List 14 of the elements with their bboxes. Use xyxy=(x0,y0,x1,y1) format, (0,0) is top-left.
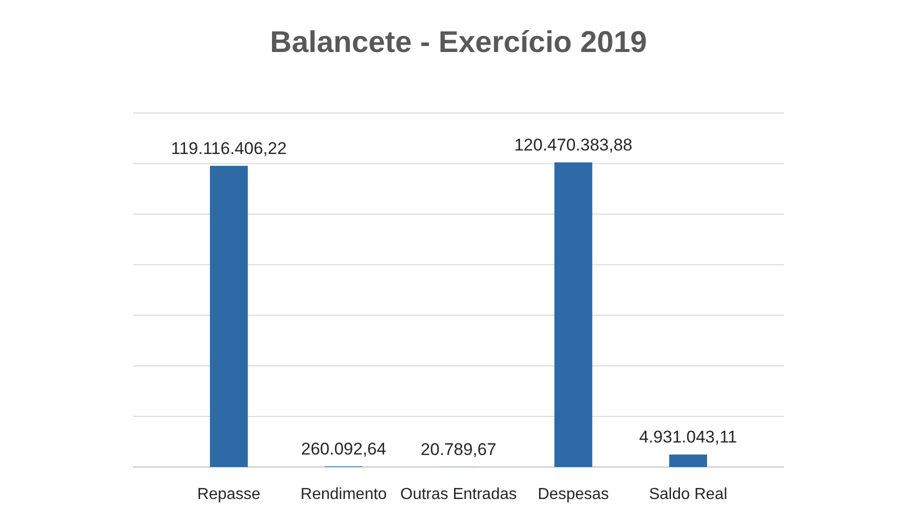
bar xyxy=(210,166,248,467)
data-label: 4.931.043,11 xyxy=(639,428,738,447)
data-label: 120.470.383,88 xyxy=(514,135,632,154)
x-tick-label: Saldo Real xyxy=(648,486,728,503)
bar xyxy=(669,454,708,467)
bar xyxy=(554,162,592,467)
data-label: 260.092,64 xyxy=(301,439,386,458)
data-label: 20.789,67 xyxy=(420,440,496,459)
x-tick-label: Repasse xyxy=(197,486,261,503)
chart-title: Balancete - Exercício 2019 xyxy=(270,26,647,59)
x-tick-label: Rendimento xyxy=(300,486,387,503)
x-tick-label: Outras Entradas xyxy=(400,486,517,503)
data-label: 119.116.406,22 xyxy=(171,138,287,158)
x-tick-label: Despesas xyxy=(538,486,609,503)
